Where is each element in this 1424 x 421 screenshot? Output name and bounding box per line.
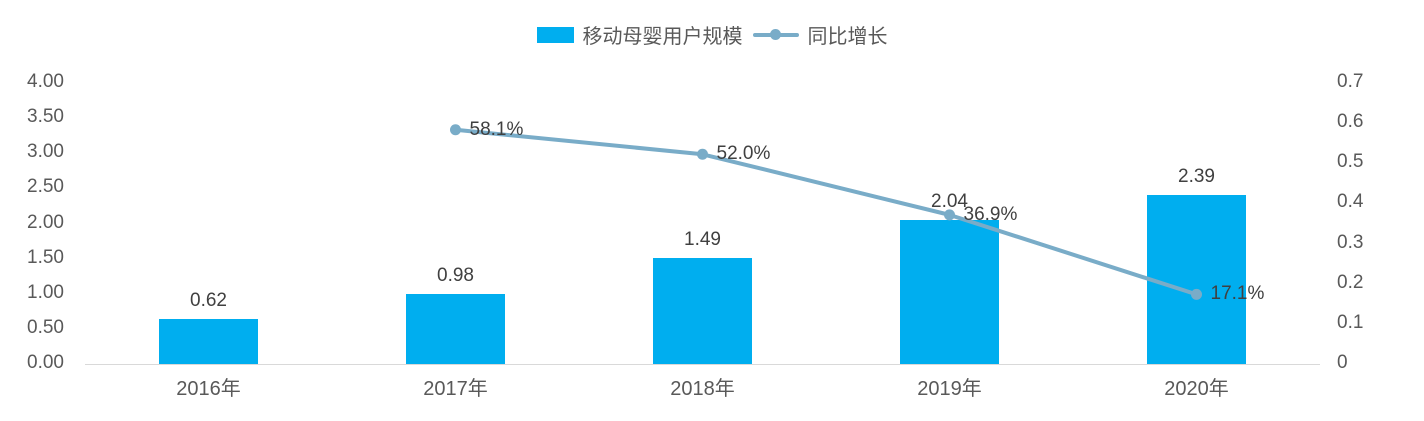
y-axis-tick-left: 3.50: [27, 106, 64, 128]
bar: [159, 319, 258, 364]
line-point-label: 17.1%: [1210, 283, 1265, 305]
x-axis-label: 2017年: [423, 378, 488, 400]
x-axis-line: [85, 364, 1320, 365]
bar: [406, 294, 505, 364]
y-axis-tick-right: 0.2: [1337, 271, 1364, 293]
legend-label-bar-series: 移动母婴用户规模: [582, 26, 743, 48]
bar-series-swatch-icon: [536, 26, 574, 43]
line-swatch-dot: [770, 29, 781, 40]
legend-label-line-series: 同比增长: [807, 26, 888, 48]
bar-value-label: 0.62: [190, 290, 227, 312]
y-axis-tick-left: 1.50: [27, 246, 64, 268]
bar: [653, 258, 752, 364]
y-axis-tick-left: 2.50: [27, 176, 64, 198]
y-axis-tick-left: 4.00: [27, 71, 64, 92]
y-axis-tick-right: 0.3: [1337, 231, 1364, 253]
line-point-label: 52.0%: [716, 143, 771, 165]
y-axis-tick-right: 0.4: [1337, 191, 1364, 213]
x-axis-label: 2019年: [917, 378, 982, 400]
legend-item-bar-series: 移动母婴用户规模: [536, 20, 743, 49]
line-marker: [450, 124, 461, 136]
bar: [1147, 195, 1246, 364]
bar-value-label: 0.98: [437, 265, 474, 287]
line-point-label: 36.9%: [963, 203, 1018, 225]
bar: [900, 219, 999, 364]
chart-legend: 移动母婴用户规模 同比增长: [0, 20, 1424, 49]
y-axis-tick-right: 0.6: [1337, 111, 1364, 133]
growth-line: [453, 127, 1199, 297]
x-axis-label: 2016年: [176, 378, 241, 400]
line-series-swatch-icon: [752, 27, 799, 43]
y-axis-tick-left: 0.50: [27, 316, 64, 338]
y-axis-tick-right: 0.7: [1337, 71, 1364, 92]
y-axis-tick-right: 0.1: [1337, 311, 1364, 333]
y-axis-tick-left: 0.00: [27, 352, 64, 373]
line-marker: [697, 148, 708, 160]
y-axis-tick-right: 0: [1337, 352, 1348, 373]
y-axis-tick-left: 3.00: [27, 141, 64, 163]
x-axis-label: 2018年: [670, 378, 735, 400]
bar-value-label: 2.39: [1178, 166, 1215, 188]
legend-item-line-series: 同比增长: [752, 20, 888, 49]
y-axis-tick-right: 0.5: [1337, 151, 1364, 173]
x-axis-label: 2020年: [1164, 378, 1229, 400]
bar-value-label: 1.49: [684, 229, 721, 251]
line-point-label: 58.1%: [469, 118, 524, 140]
y-axis-tick-left: 2.00: [27, 211, 64, 233]
y-axis-tick-left: 1.00: [27, 281, 64, 303]
